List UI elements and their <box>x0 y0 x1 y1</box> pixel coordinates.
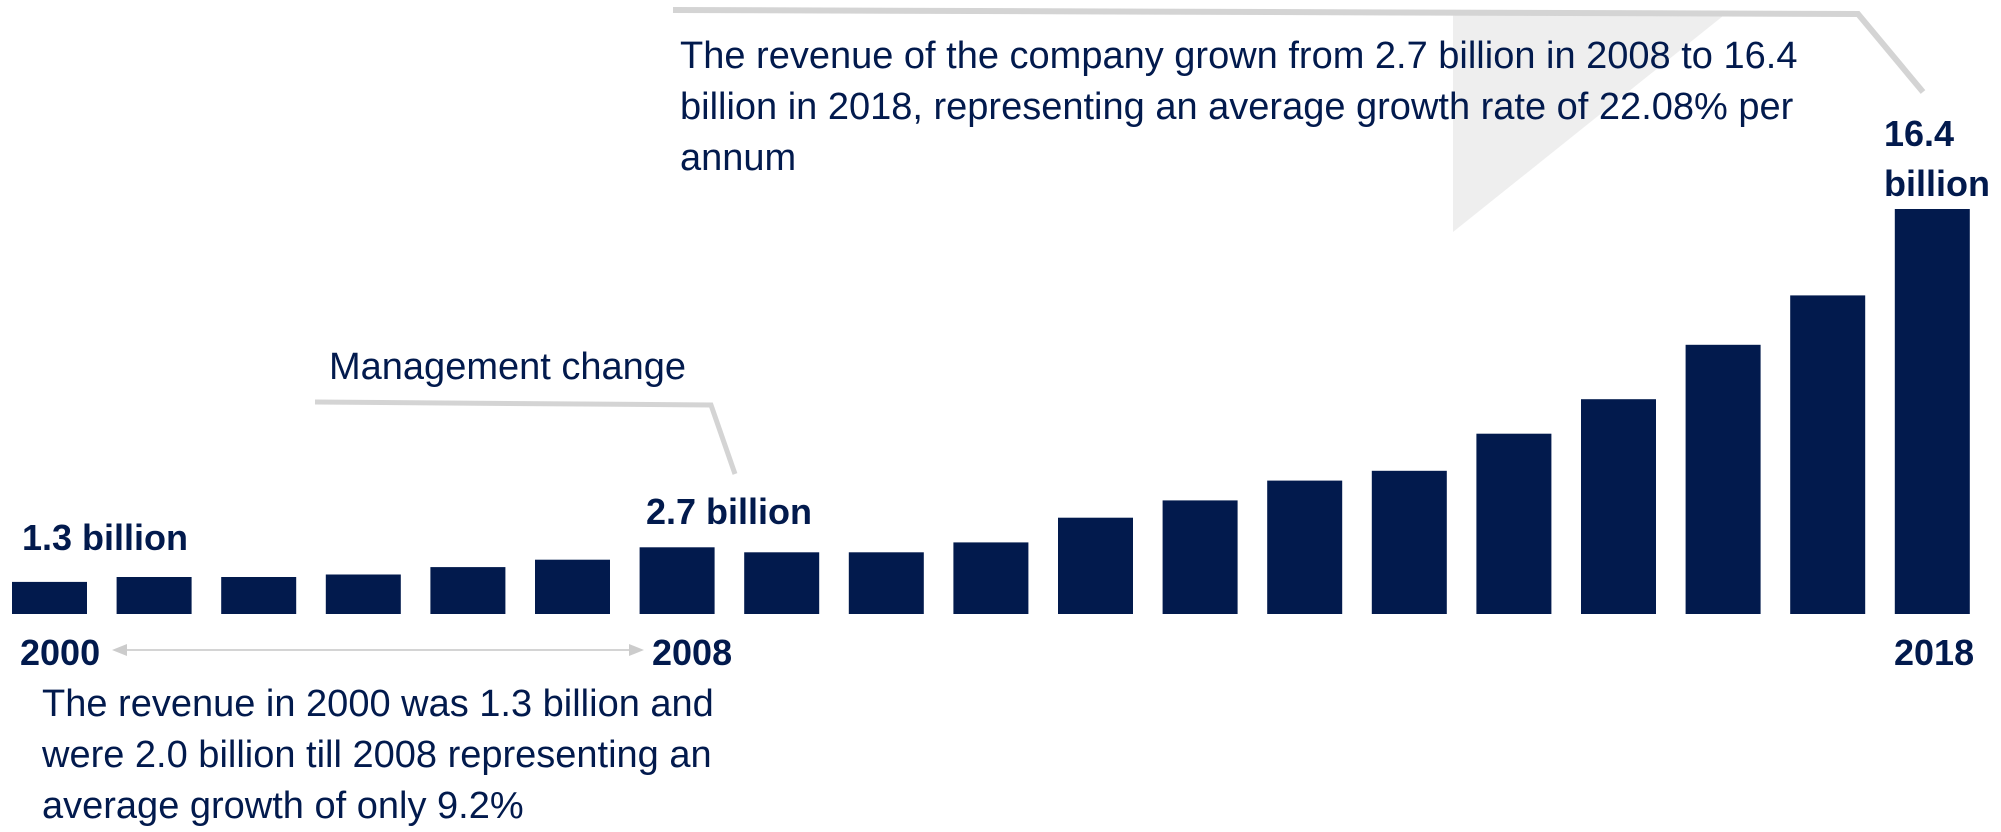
bar-2002 <box>221 577 297 614</box>
bar-2011 <box>1162 500 1238 614</box>
bottom-note-line-1: The revenue in 2000 was 1.3 billion and <box>42 683 714 725</box>
bar-2007 <box>744 552 820 614</box>
bars-group <box>12 209 1970 614</box>
value-label-2000: 1.3 billion <box>22 517 189 558</box>
bar-2008 <box>848 552 924 614</box>
bar-2010 <box>1058 517 1133 614</box>
management-change-annotation: Management change <box>329 346 687 388</box>
bar-2000 <box>12 581 87 614</box>
top-note-line-3: annum <box>680 137 797 179</box>
bar-2006 <box>639 547 715 614</box>
period-arrow <box>112 644 644 656</box>
bar-2017 <box>1790 295 1866 614</box>
bar-2015 <box>1581 399 1656 614</box>
value-label-2018: 16.4 billion <box>1884 109 1990 209</box>
top-note-line-1: The revenue of the company grown from 2.… <box>680 35 1798 77</box>
value-label-2018-unit: billion <box>1884 163 1990 204</box>
bar-2003 <box>325 574 401 614</box>
bar-2004 <box>430 567 506 614</box>
bar-2016 <box>1685 344 1761 614</box>
bar-2005 <box>535 559 610 614</box>
bottom-note: The revenue in 2000 was 1.3 billion and … <box>42 679 714 832</box>
top-note-leader-line <box>672 7 1926 94</box>
bar-2001 <box>116 577 192 614</box>
x-tick-2008: 2008 <box>652 632 733 673</box>
background-triangle <box>1453 12 1728 232</box>
value-label-2018-number: 16.4 <box>1884 113 1955 154</box>
top-note: The revenue of the company grown from 2.… <box>680 31 1797 184</box>
x-tick-2018: 2018 <box>1894 632 1975 673</box>
arrow-head-left <box>112 644 127 656</box>
top-note-line-2: billion in 2018, representing an average… <box>680 86 1794 128</box>
bar-2018 <box>1894 209 1970 614</box>
bar-2009 <box>953 542 1029 614</box>
bar-2014 <box>1476 433 1552 614</box>
bar-2013 <box>1371 470 1447 614</box>
value-label-2008: 2.7 billion <box>646 491 813 532</box>
arrow-head-right <box>629 644 644 656</box>
management-leader-line <box>314 399 738 475</box>
bar-2012 <box>1267 480 1343 614</box>
bottom-note-line-3: average growth of only 9.2% <box>42 785 524 827</box>
bottom-note-line-2: were 2.0 billion till 2008 representing … <box>42 734 712 776</box>
x-tick-2000: 2000 <box>20 632 101 673</box>
